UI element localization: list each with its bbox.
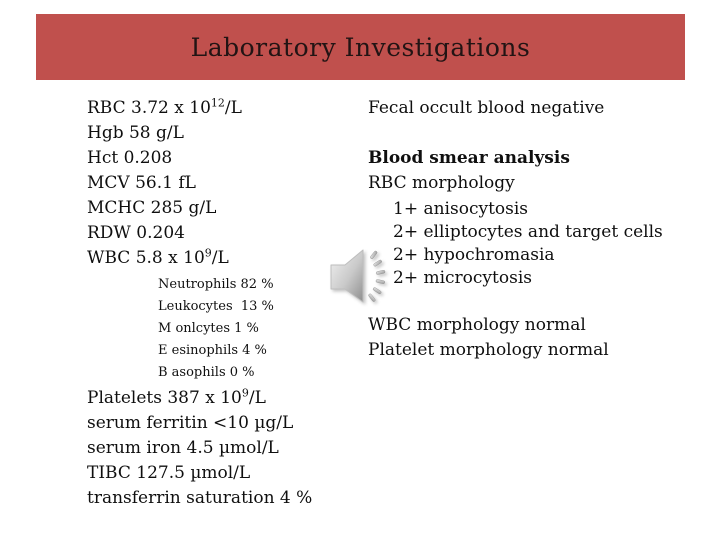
lab-text: /L (248, 388, 266, 408)
diff-line-neutrophils: Neutrophils 82 % (158, 277, 274, 292)
lab-line-ferritin: serum ferritin <10 µg/L (87, 411, 312, 436)
findings-right-column: Fecal occult blood negative Blood smear … (368, 96, 663, 363)
slide-title: Laboratory Investigations (190, 32, 531, 62)
lab-line-tibc: TIBC 127.5 µmol/L (87, 461, 312, 486)
lab-text: MCV 56.1 fL (87, 173, 196, 193)
lab-text: WBC 5.8 x 10 (87, 248, 205, 268)
lab-text: serum iron 4.5 µmol/L (87, 438, 279, 458)
finding-microcytosis: 2+ microcytosis (393, 268, 532, 288)
finding-hypochromasia: 2+ hypochromasia (393, 245, 555, 265)
lab-text: Hct 0.208 (87, 148, 173, 168)
lab-line-rbc: RBC 3.72 x 1012/L (87, 96, 312, 121)
superscript: 9 (241, 386, 249, 400)
superscript: 9 (204, 246, 212, 260)
superscript: 12 (210, 96, 225, 110)
audio-speaker-icon[interactable] (323, 246, 395, 306)
lab-line-platelets: Platelets 387 x 109/L (87, 386, 312, 411)
diff-line-monocytes: M onlcytes 1 % (158, 321, 259, 336)
lab-line-rdw: RDW 0.204 (87, 221, 312, 246)
lab-text: Hgb 58 g/L (87, 123, 184, 143)
lab-text: Platelets 387 x 10 (87, 388, 242, 408)
lab-text: RBC 3.72 x 10 (87, 98, 211, 118)
lab-line-hgb: Hgb 58 g/L (87, 121, 312, 146)
rbc-morphology-label: RBC morphology (368, 173, 515, 193)
lab-text: MCHC 285 g/L (87, 198, 217, 218)
blood-smear-heading: Blood smear analysis (368, 148, 570, 168)
finding-anisocytosis: 1+ anisocytosis (393, 199, 529, 219)
lab-line-transferrin-sat: transferrin saturation 4 % (87, 486, 312, 511)
title-bar: Laboratory Investigations (36, 14, 685, 80)
lab-line-wbc: WBC 5.8 x 109/L (87, 246, 312, 271)
lab-text: /L (224, 98, 242, 118)
sound-waves (368, 250, 386, 302)
lab-results-left-column: RBC 3.72 x 1012/L Hgb 58 g/L Hct 0.208 M… (87, 96, 312, 511)
diff-line-eosinophils: E esinophils 4 % (158, 343, 267, 358)
lab-line-serum-iron: serum iron 4.5 µmol/L (87, 436, 312, 461)
wbc-morphology-result: WBC morphology normal (368, 315, 586, 335)
platelet-morphology-result: Platelet morphology normal (368, 340, 609, 360)
differential-block: Neutrophils 82 % Leukocytes 13 % M onlcy… (87, 274, 312, 384)
fecal-occult-result: Fecal occult blood negative (368, 98, 605, 118)
lab-line-hct: Hct 0.208 (87, 146, 312, 171)
lab-text: transferrin saturation 4 % (87, 488, 313, 508)
lab-text: TIBC 127.5 µmol/L (87, 463, 251, 483)
iron-studies-block: Platelets 387 x 109/L serum ferritin <10… (87, 386, 312, 511)
diff-line-basophils: B asophils 0 % (158, 365, 255, 380)
lab-text: serum ferritin <10 µg/L (87, 413, 294, 433)
lab-line-mchc: MCHC 285 g/L (87, 196, 312, 221)
lab-text: /L (211, 248, 229, 268)
diff-line-leukocytes: Leukocytes 13 % (158, 299, 274, 314)
cbc-results-block: RBC 3.72 x 1012/L Hgb 58 g/L Hct 0.208 M… (87, 96, 312, 271)
finding-elliptocytes: 2+ elliptocytes and target cells (393, 222, 663, 242)
speaker-body (330, 249, 364, 303)
rbc-findings-block: 1+ anisocytosis 2+ elliptocytes and targ… (368, 198, 663, 290)
lab-text: RDW 0.204 (87, 223, 185, 243)
lab-line-mcv: MCV 56.1 fL (87, 171, 312, 196)
